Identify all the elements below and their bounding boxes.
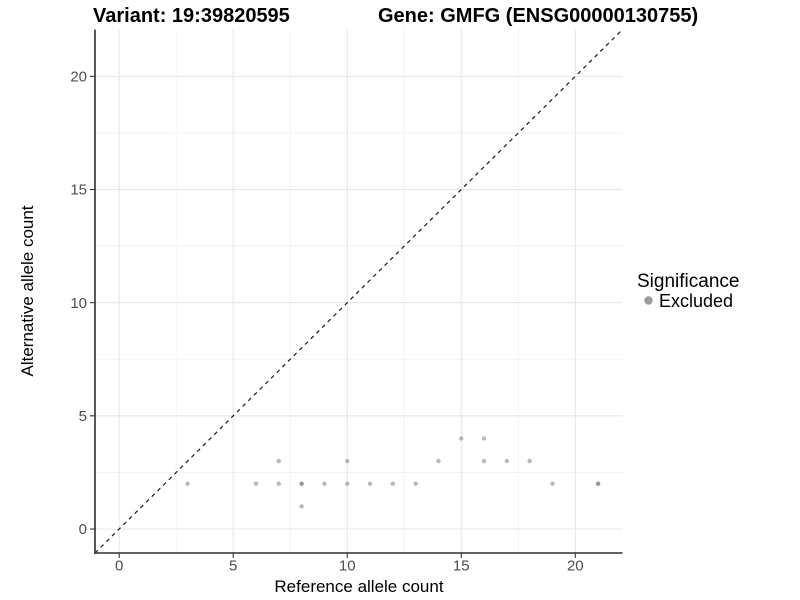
legend-item-label: Excluded — [659, 291, 733, 311]
minor-gridlines — [95, 29, 623, 553]
y-axis-title: Alternative allele count — [18, 205, 37, 376]
data-point — [481, 436, 487, 441]
data-point — [390, 481, 396, 486]
major-gridlines — [95, 29, 623, 553]
axes — [94, 29, 623, 554]
plot-title-gene: Gene: GMFG (ENSG00000130755) — [378, 5, 698, 27]
axis-tick-labels: 0 5 10 15 20 0 5 10 15 20 — [70, 69, 583, 575]
axis-ticks — [90, 75, 576, 558]
data-point — [345, 481, 350, 486]
legend-title: Significance — [637, 271, 739, 292]
data-points — [185, 436, 601, 509]
data-point — [595, 481, 601, 486]
legend-point-excluded-icon — [644, 296, 653, 305]
x-tick-label: 15 — [453, 558, 470, 575]
data-point — [504, 458, 510, 464]
data-point — [367, 481, 373, 486]
x-tick-label: 10 — [339, 558, 356, 575]
x-tick-label: 0 — [115, 558, 123, 575]
plot-title-variant: Variant: 19:39820595 — [93, 5, 290, 27]
legend: Significance Excluded — [637, 271, 739, 311]
identity-dashed-line — [94, 29, 623, 554]
x-axis-title: Reference allele count — [274, 577, 443, 596]
data-point — [185, 481, 190, 486]
data-point — [345, 458, 350, 464]
y-tick-label: 15 — [70, 182, 87, 199]
data-point — [322, 481, 327, 486]
y-tick-label: 20 — [70, 69, 87, 86]
x-tick-label: 5 — [229, 558, 237, 575]
data-point — [481, 458, 487, 464]
data-point — [459, 436, 464, 441]
y-tick-label: 0 — [79, 521, 87, 538]
data-point — [550, 481, 555, 486]
data-point — [436, 458, 441, 464]
data-point — [527, 458, 532, 464]
y-tick-label: 5 — [79, 408, 87, 425]
data-point — [253, 481, 259, 486]
y-tick-label: 10 — [70, 295, 87, 312]
data-point — [413, 481, 418, 486]
data-point — [276, 458, 282, 464]
data-point — [299, 504, 304, 509]
data-point — [299, 481, 304, 486]
data-point — [276, 481, 282, 486]
x-tick-label: 20 — [567, 558, 584, 575]
